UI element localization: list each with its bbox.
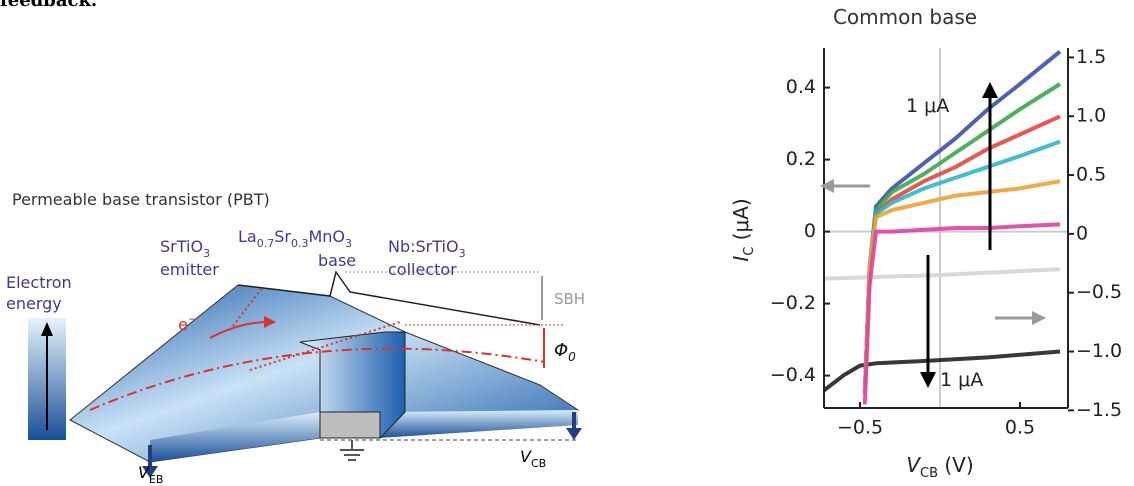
energy-arrowhead <box>41 322 53 336</box>
y2-tick-label: 1.0 <box>1076 105 1106 127</box>
gray-arrowhead <box>1032 311 1046 325</box>
energy-label: energy <box>6 294 62 313</box>
phi-label: Φ0 <box>554 340 576 364</box>
text: V <box>138 463 150 482</box>
base-material: La0.7Sr0.3MnO3 <box>238 227 352 250</box>
red-dotted <box>249 321 401 371</box>
subscript: CB <box>531 457 546 470</box>
subscript: 0.3 <box>291 237 309 250</box>
text: Nb:SrTiO <box>388 237 459 256</box>
sbh-label: SBH <box>554 290 585 308</box>
subscript: 3 <box>345 237 352 250</box>
annotation: 1 μA <box>906 95 949 117</box>
y-tick-label: 0 <box>804 220 816 242</box>
data-line <box>822 349 1061 392</box>
y-tick-label: 0.4 <box>786 76 816 98</box>
annotations: 1 μA 1 μA <box>820 82 1046 391</box>
data-line <box>862 222 1061 405</box>
subscript: 3 <box>203 247 210 260</box>
electron-arrowhead <box>264 316 276 328</box>
data-line <box>823 267 1061 281</box>
subscript: CB <box>920 466 938 481</box>
y2-tick-label: −1.5 <box>1076 399 1122 421</box>
vcb-arrowhead <box>566 428 582 440</box>
plot: −0.4 −0.2 0 0.2 0.4 −1.5 −1.0 −0.5 0 0.5 1.0 1.5 −0.… <box>770 46 1122 439</box>
collector-material: Nb:SrTiO3 <box>388 237 466 260</box>
x-axis-label: VCB (V) <box>906 453 973 481</box>
superscript: − <box>188 312 198 326</box>
veb-label: VEB <box>138 463 163 486</box>
y-tick-label: −0.4 <box>770 364 816 386</box>
electron-path <box>89 347 546 411</box>
base-role: base <box>318 251 356 270</box>
y2-tick-label: 1.5 <box>1076 46 1106 68</box>
header-fragment: feedback. <box>0 0 97 11</box>
y2-tick-label: −1.0 <box>1076 340 1122 362</box>
energy-label: Electron <box>6 273 72 292</box>
x-tick-label: 0.5 <box>1005 417 1035 439</box>
black-arrowhead <box>920 372 936 388</box>
subscript: EB <box>149 473 164 486</box>
text: La <box>238 227 257 246</box>
electron-label: e− <box>178 312 198 334</box>
diagram-title: Permeable base transistor (PBT) <box>12 190 270 209</box>
subscript: 0.7 <box>257 237 275 250</box>
red-dotted <box>229 287 263 331</box>
text: Sr <box>274 227 291 246</box>
veb-arrowhead <box>142 466 158 478</box>
emitter-material: SrTiO3 <box>160 237 210 260</box>
x-tick-label: −0.5 <box>837 417 883 439</box>
slab-front <box>380 410 578 438</box>
text: V <box>520 447 532 466</box>
y2-tick-label: 0.5 <box>1076 164 1106 186</box>
text: Φ <box>554 340 568 361</box>
subscript: 3 <box>459 247 466 260</box>
text: (μA) <box>729 198 753 246</box>
slab-front <box>150 412 320 462</box>
annotation: 1 μA <box>940 369 983 391</box>
y-tick-label: −0.2 <box>770 292 816 314</box>
text: I <box>729 256 753 262</box>
gray-arrowhead <box>820 179 834 193</box>
emitter-role: emitter <box>160 260 219 279</box>
black-arrowhead <box>982 82 998 98</box>
text: e <box>178 315 188 334</box>
y-tick-label: 0.2 <box>786 148 816 170</box>
vcb-label: VCB <box>520 447 546 470</box>
text: SrTiO <box>160 237 203 256</box>
subscript: 0 <box>568 350 576 364</box>
text: (V) <box>938 453 974 477</box>
electron-arrow <box>209 321 269 339</box>
subscript: C <box>742 247 757 256</box>
band-edge <box>237 270 541 326</box>
text: MnO <box>308 227 345 246</box>
chart-title: Common base <box>833 5 977 29</box>
text: V <box>906 453 921 477</box>
collector-role: collector <box>388 260 457 279</box>
y2-tick-label: −0.5 <box>1076 281 1122 303</box>
base-contact <box>319 411 381 439</box>
y2-tick-label: 0 <box>1076 222 1088 244</box>
y-axis-label: IC (μA) <box>729 198 757 261</box>
